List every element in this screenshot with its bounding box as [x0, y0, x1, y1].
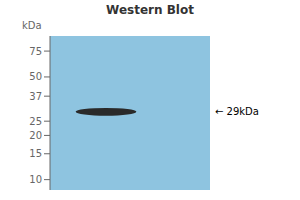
svg-text:← 29kDa: ← 29kDa	[215, 106, 259, 117]
svg-text:75: 75	[29, 46, 42, 57]
html-text:kDa: kDa	[22, 20, 42, 31]
svg-text:25: 25	[29, 116, 42, 127]
svg-text:15: 15	[29, 148, 42, 159]
svg-text:20: 20	[29, 130, 42, 141]
svg-text:10: 10	[29, 174, 42, 185]
html-text:Western Blot: Western Blot	[106, 3, 194, 17]
svg-text:50: 50	[29, 71, 42, 82]
svg-text:37: 37	[29, 91, 42, 102]
